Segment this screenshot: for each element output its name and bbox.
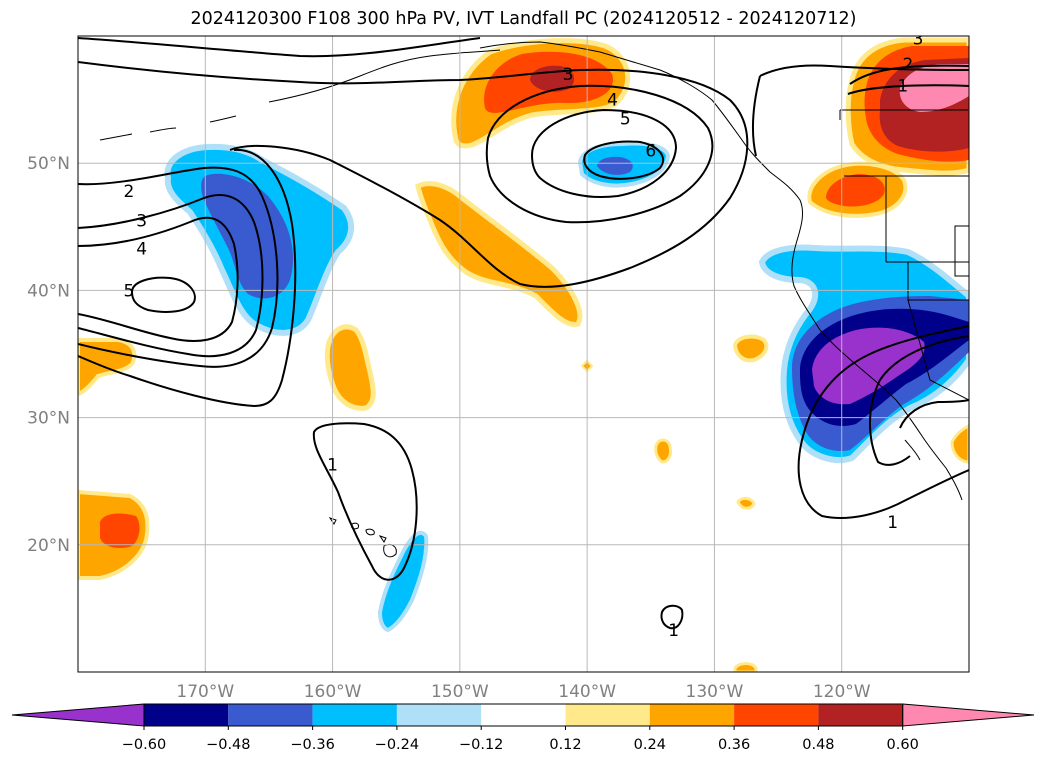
- contour-label: 2: [124, 182, 135, 202]
- contour-6: [583, 140, 665, 180]
- contour-label: 4: [607, 91, 618, 111]
- chart-title: 2024120300 F108 300 hPa PV, IVT Landfall…: [190, 9, 857, 29]
- contour-3: [78, 61, 749, 288]
- lat-tick-label: 40°N: [27, 281, 70, 301]
- longitude-labels: 170°W 160°W 150°W 140°W 130°W 120°W: [176, 682, 870, 702]
- contour-4: [485, 84, 714, 224]
- contour-ne-2: [849, 64, 969, 85]
- contour-ne-1: [847, 84, 969, 95]
- latitude-labels: 50°N 40°N 30°N 20°N: [27, 154, 70, 556]
- lat-tick-label: 30°N: [27, 409, 70, 429]
- contour-w-5: [130, 276, 196, 313]
- positive-anomaly-band: [415, 181, 583, 328]
- contour-hawaii-1: [312, 422, 418, 581]
- contour-small-1: [660, 604, 684, 630]
- contour-5: [530, 108, 678, 199]
- contour-label: 5: [620, 110, 631, 130]
- contour-label: 4: [136, 239, 147, 259]
- lon-tick-label: 140°W: [558, 682, 616, 702]
- pv-contours: [78, 37, 969, 630]
- contour-label: 3: [136, 211, 147, 231]
- contour-top-left: [78, 37, 481, 58]
- contour-w-1: [78, 148, 297, 408]
- contour-w-2: [78, 166, 279, 368]
- contour-w-3: [78, 194, 264, 358]
- contour-label: 1: [897, 77, 908, 97]
- gridlines: [78, 36, 969, 672]
- lon-tick-label: 130°W: [686, 682, 744, 702]
- map-frame: [77, 35, 970, 673]
- contour-label: 1: [327, 456, 338, 476]
- contour-label: 5: [124, 281, 135, 301]
- contour-label: 1: [887, 513, 898, 533]
- lon-tick-label: 150°W: [431, 682, 489, 702]
- lon-tick-label: 160°W: [304, 682, 362, 702]
- lon-tick-label: 120°W: [813, 682, 871, 702]
- contour-label: 3: [913, 30, 924, 50]
- lat-tick-label: 50°N: [27, 154, 70, 174]
- contour-label: 3: [563, 65, 574, 85]
- lat-tick-label: 20°N: [27, 536, 70, 556]
- contour-e-1: [797, 325, 969, 519]
- contour-label: 2: [902, 55, 913, 75]
- lon-tick-label: 170°W: [176, 682, 234, 702]
- contour-label: 1: [668, 621, 679, 641]
- contour-top-right: [759, 64, 969, 77]
- contour-w-4: [78, 216, 239, 342]
- contour-label: 6: [645, 141, 656, 161]
